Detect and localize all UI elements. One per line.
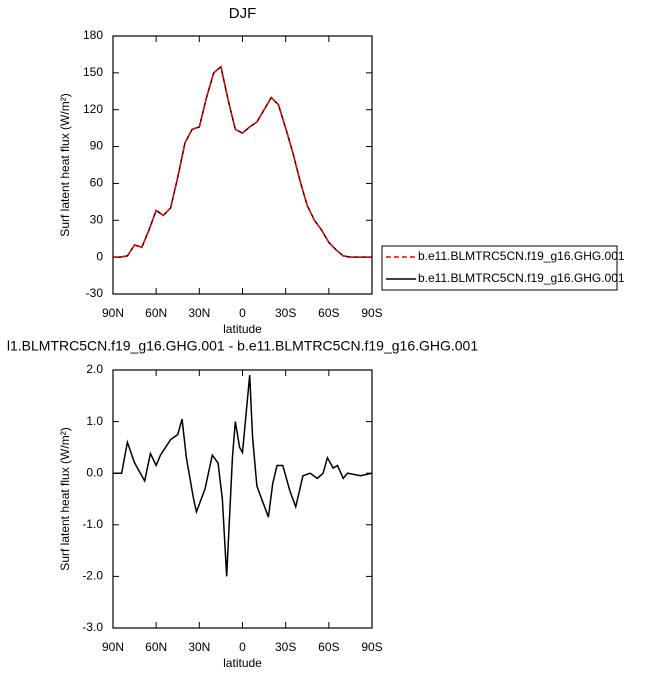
y-tick-label: 0.0 bbox=[86, 465, 103, 479]
y-axis-label: Surf latent heat flux (W/m²) bbox=[58, 427, 72, 570]
legend-box bbox=[381, 245, 618, 291]
y-tick-label: 0 bbox=[96, 249, 103, 263]
chart-title: DJF bbox=[229, 5, 257, 22]
x-tick-label: 30N bbox=[188, 640, 210, 654]
x-tick-label: 30S bbox=[275, 640, 296, 654]
x-tick-label: 0 bbox=[239, 640, 246, 654]
y-tick-label: 180 bbox=[83, 28, 103, 42]
y-tick-label: 30 bbox=[90, 212, 104, 226]
chart-title: l1.BLMTRC5CN.f19_g16.GHG.001 - b.e11.BLM… bbox=[7, 338, 479, 354]
y-axis-label: Surf latent heat flux (W/m²) bbox=[58, 93, 72, 236]
x-tick-label: 60N bbox=[145, 640, 167, 654]
y-tick-label: -2.0 bbox=[82, 569, 103, 583]
data-line bbox=[113, 65, 372, 258]
x-tick-label: 60S bbox=[318, 306, 339, 320]
y-tick-label: 150 bbox=[83, 65, 103, 79]
y-tick-label: 120 bbox=[83, 102, 103, 116]
x-tick-label: 90N bbox=[102, 640, 124, 654]
x-tick-label: 90N bbox=[102, 306, 124, 320]
y-tick-label: -30 bbox=[86, 286, 104, 300]
x-tick-label: 90S bbox=[361, 640, 382, 654]
y-tick-label: -3.0 bbox=[82, 620, 103, 634]
y-tick-label: 2.0 bbox=[86, 362, 103, 376]
y-tick-label: 1.0 bbox=[86, 414, 103, 428]
x-tick-label: 30N bbox=[188, 306, 210, 320]
x-axis-label: latitude bbox=[223, 656, 262, 670]
data-line bbox=[113, 375, 373, 577]
y-tick-label: 90 bbox=[90, 139, 104, 153]
x-tick-label: 60S bbox=[318, 640, 339, 654]
x-axis-label: latitude bbox=[223, 322, 262, 336]
data-line bbox=[113, 65, 372, 258]
plot-frame bbox=[112, 369, 373, 629]
x-tick-label: 90S bbox=[361, 306, 382, 320]
y-tick-label: 60 bbox=[90, 176, 104, 190]
y-tick-label: -1.0 bbox=[82, 517, 103, 531]
legend-label: b.e11.BLMTRC5CN.f19_g16.GHG.001 bbox=[418, 271, 625, 285]
x-tick-label: 60N bbox=[145, 306, 167, 320]
plot-frame bbox=[112, 35, 373, 295]
x-tick-label: 0 bbox=[239, 306, 246, 320]
x-tick-label: 30S bbox=[275, 306, 296, 320]
legend-label: b.e11.BLMTRC5CN.f19_g16.GHG.001 bbox=[418, 249, 625, 263]
